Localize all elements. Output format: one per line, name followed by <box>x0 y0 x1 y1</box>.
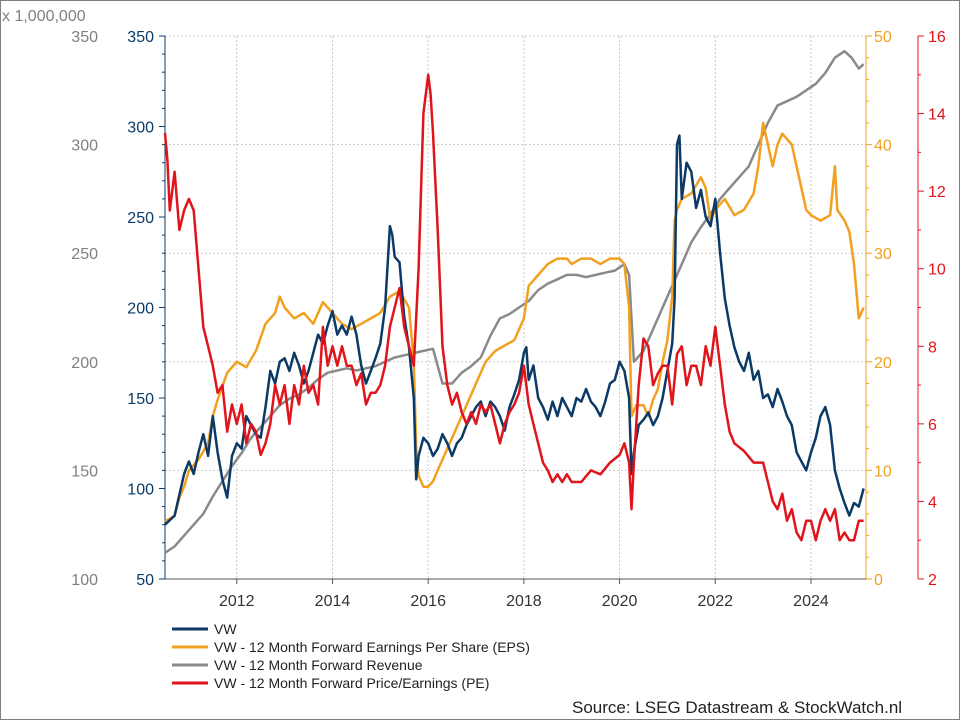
pe-tick-label-10: 10 <box>928 262 946 279</box>
x-tick-label-2016: 2016 <box>410 593 446 610</box>
source-note: Source: LSEG Datastream & StockWatch.nl <box>572 698 902 717</box>
revenue-tick-label-150: 150 <box>71 463 98 480</box>
pe-tick-label-8: 8 <box>928 339 937 356</box>
revenue-tick-label-250: 250 <box>71 246 98 263</box>
pe-tick-label-6: 6 <box>928 417 937 434</box>
eps-tick-label-10: 10 <box>874 463 892 480</box>
pe-tick-label-4: 4 <box>928 494 937 511</box>
vw-tick-label-200: 200 <box>127 301 154 318</box>
revenue-tick-label-300: 300 <box>71 138 98 155</box>
legend-label-pe: VW - 12 Month Forward Price/Earnings (PE… <box>214 675 489 691</box>
series-line-vw <box>164 134 865 526</box>
pe-tick-label-12: 12 <box>928 184 946 201</box>
x-tick-label-2014: 2014 <box>315 593 351 610</box>
multiplier-label: x 1,000,000 <box>2 8 86 25</box>
revenue-tick-label-200: 200 <box>71 355 98 372</box>
legend: VW VW - 12 Month Forward Earnings Per Sha… <box>172 621 530 691</box>
legend-label-eps: VW - 12 Month Forward Earnings Per Share… <box>214 639 530 655</box>
eps-tick-label-30: 30 <box>874 246 892 263</box>
revenue-tick-label-350: 350 <box>71 29 98 46</box>
eps-tick-label-40: 40 <box>874 138 892 155</box>
vw-tick-label-50: 50 <box>136 572 154 589</box>
revenue-tick-label-100: 100 <box>71 572 98 589</box>
pe-tick-label-16: 16 <box>928 29 946 46</box>
pe-tick-label-14: 14 <box>928 107 946 124</box>
axes: 1001502002503003505010015020025030035001… <box>71 29 946 610</box>
grid-lines <box>165 35 866 579</box>
x-tick-label-2012: 2012 <box>219 593 255 610</box>
series-line-eps <box>164 121 865 523</box>
eps-tick-label-20: 20 <box>874 355 892 372</box>
vw-tick-label-100: 100 <box>127 482 154 499</box>
eps-tick-label-0: 0 <box>874 572 883 589</box>
x-tick-label-2020: 2020 <box>602 593 638 610</box>
x-tick-label-2024: 2024 <box>793 593 829 610</box>
pe-tick-label-2: 2 <box>928 572 937 589</box>
eps-tick-label-50: 50 <box>874 29 892 46</box>
legend-label-vw: VW <box>214 621 237 637</box>
series-line-pe <box>163 73 864 542</box>
x-tick-label-2022: 2022 <box>697 593 733 610</box>
vw-tick-label-350: 350 <box>127 29 154 46</box>
vw-tick-label-300: 300 <box>127 120 154 137</box>
legend-label-revenue: VW - 12 Month Forward Revenue <box>214 657 423 673</box>
vw-tick-label-250: 250 <box>127 210 154 227</box>
series-lines <box>163 49 865 554</box>
vw-tick-label-150: 150 <box>127 391 154 408</box>
x-tick-label-2018: 2018 <box>506 593 542 610</box>
series-line-revenue <box>164 49 865 554</box>
